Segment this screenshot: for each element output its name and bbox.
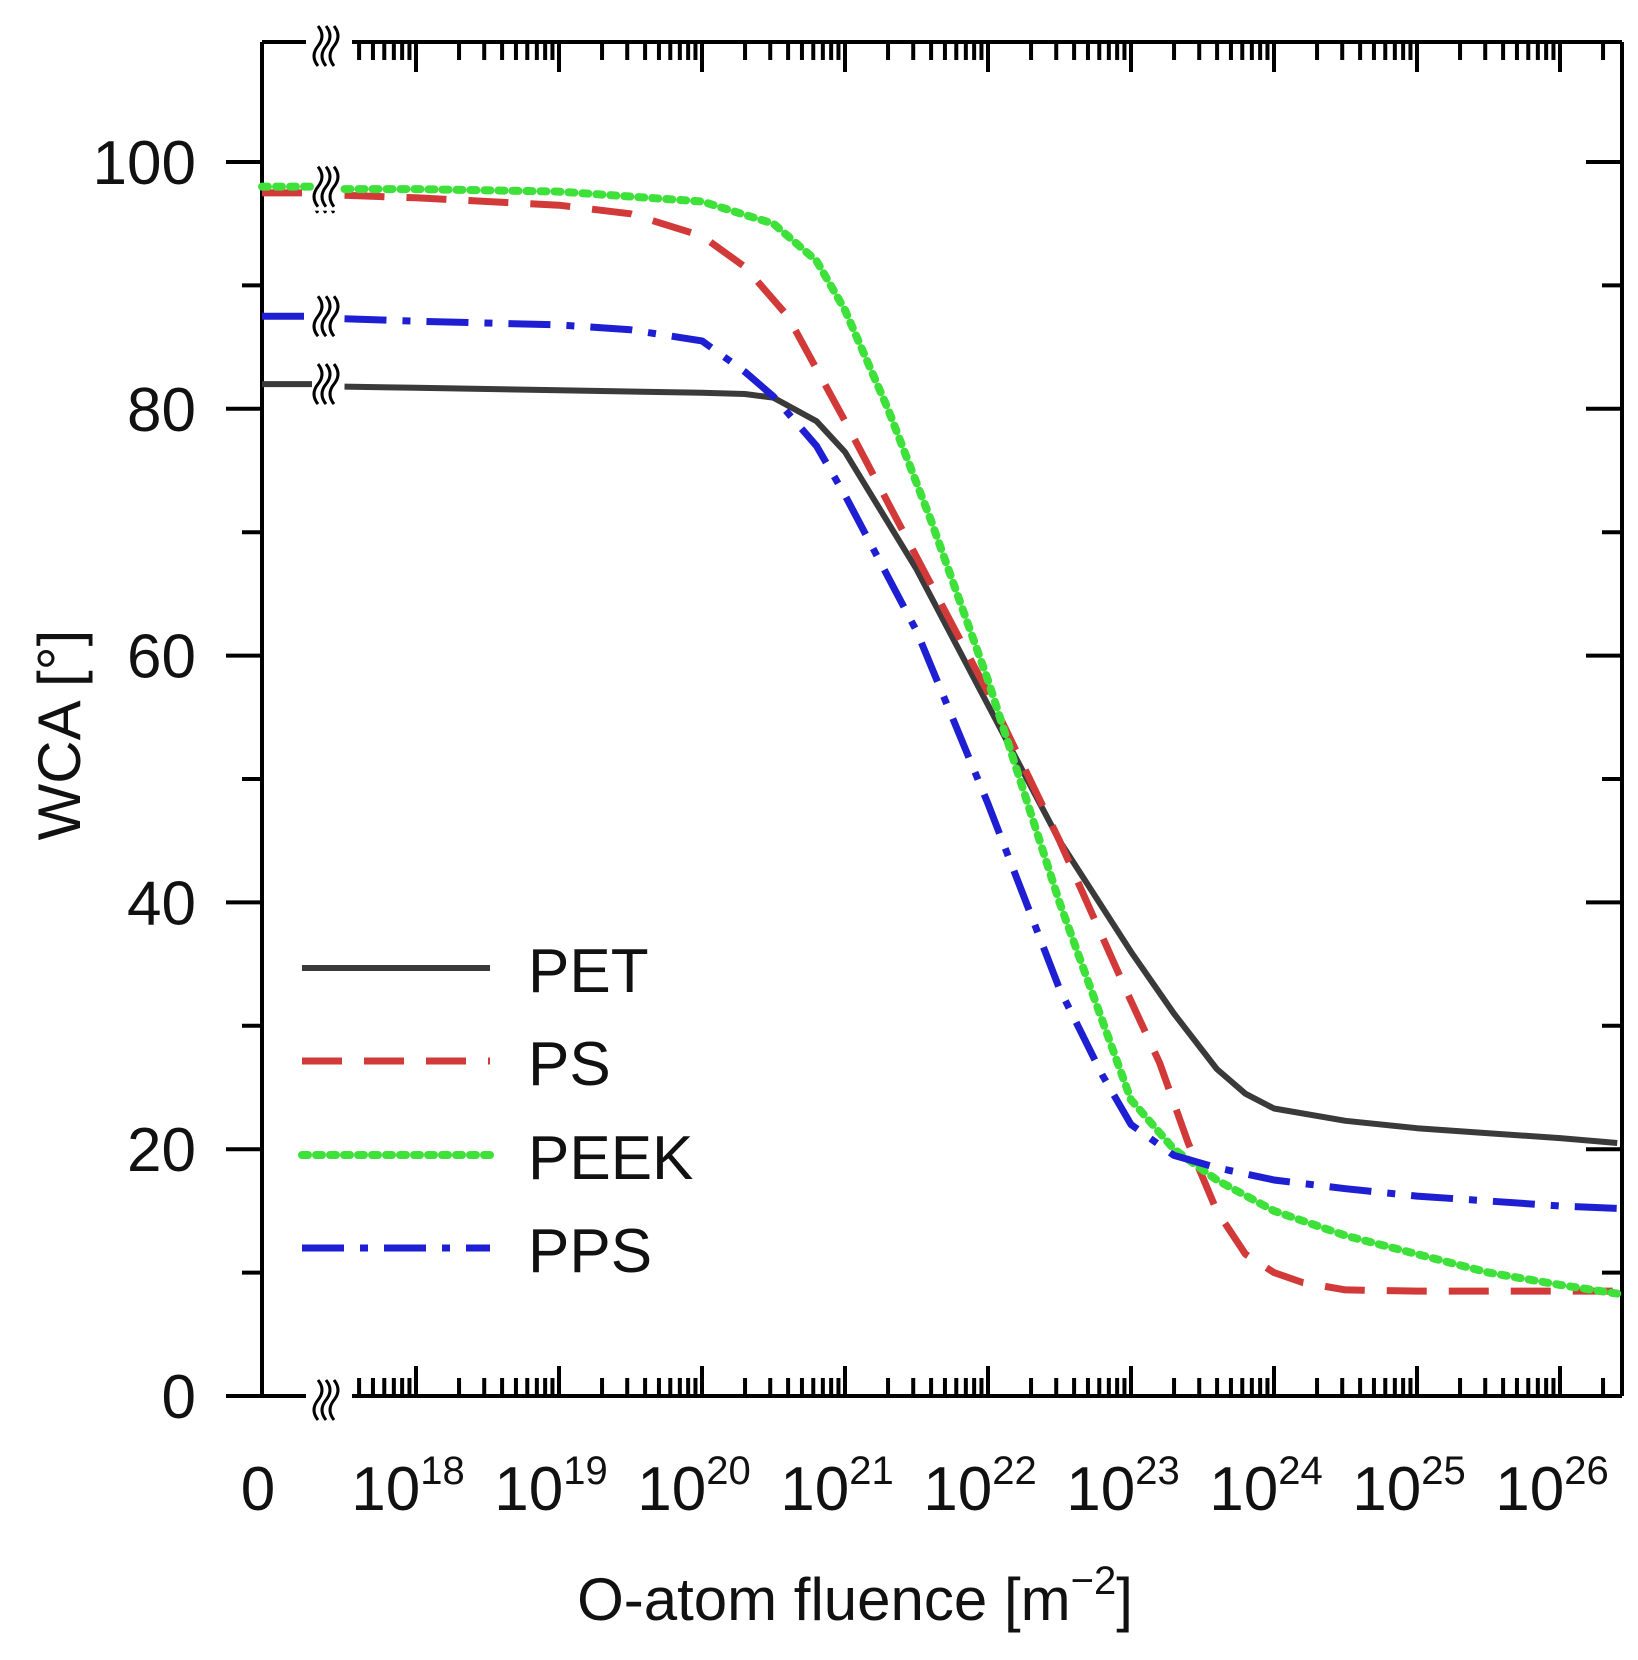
axis-break-stroke [328, 1379, 340, 1421]
x-tick-label-base: 10 [351, 1455, 420, 1524]
axis-break-stroke [312, 295, 324, 338]
x-tick-label-base: 10 [1352, 1455, 1421, 1524]
x-tick-label-base: 10 [1209, 1455, 1278, 1524]
axis-break-stroke [320, 363, 332, 406]
legend-label: PS [528, 1030, 611, 1099]
x-tick-label-exponent: 22 [992, 1449, 1037, 1493]
series-ps [262, 189, 1618, 1295]
series-peek [258, 182, 1622, 1298]
x-tick-label-exponent: 26 [1564, 1449, 1609, 1493]
legend-label: PPS [528, 1217, 652, 1286]
series-pet [262, 381, 1618, 1146]
axis-break-stroke [328, 295, 340, 338]
x-tick-label-exponent: 23 [1135, 1449, 1180, 1493]
x-tick-label-base: 10 [1066, 1455, 1135, 1524]
y-axis-title: WCA [°] [26, 630, 93, 841]
x-tick-label-zero: 0 [241, 1455, 275, 1524]
x-tick-label-exponent: 18 [420, 1449, 465, 1493]
x-axis-title-suffix: ] [1116, 1566, 1133, 1633]
data-series [258, 182, 1622, 1298]
axis-break-stroke [328, 25, 340, 67]
x-tick-label: 1018 [351, 1449, 464, 1524]
x-tick-label: 1026 [1495, 1449, 1608, 1524]
x-axis-title: O-atom fluence [m−2] [577, 1559, 1133, 1633]
x-tick-label: 1024 [1209, 1449, 1322, 1524]
axis-break-stroke [312, 1379, 324, 1421]
axis-break-top [312, 22, 348, 70]
axis-break-stroke [320, 1379, 332, 1421]
x-tick-label-exponent: 19 [563, 1449, 608, 1493]
axis-break-stroke [312, 165, 324, 208]
x-tick-label: 1019 [494, 1449, 607, 1524]
legend: PET PS PEEK PPS [298, 937, 693, 1286]
y-tick-label: 40 [127, 869, 196, 938]
axis-break-stroke [328, 165, 340, 208]
x-tick-label-exponent: 25 [1421, 1449, 1466, 1493]
x-tick-label-base: 10 [923, 1455, 992, 1524]
axis-break-stroke [328, 363, 340, 406]
axis-ticks [226, 42, 1622, 1398]
axis-break-stroke [320, 25, 332, 67]
axis-break-bottom [312, 1376, 348, 1424]
x-tick-label-base: 10 [1495, 1455, 1564, 1524]
y-tick-label: 60 [127, 623, 196, 692]
x-tick-label: 1020 [637, 1449, 750, 1524]
legend-label: PEEK [528, 1124, 693, 1193]
legend-label: PET [528, 937, 649, 1006]
axis-break-stroke [312, 363, 324, 406]
series-line-peek [340, 185, 1622, 1298]
x-tick-label: 1023 [1066, 1449, 1179, 1524]
x-axis-title-main: O-atom fluence [m [577, 1566, 1071, 1633]
series-break-pps [312, 292, 348, 341]
series-pps [262, 312, 1618, 1212]
y-tick-label: 20 [127, 1116, 196, 1185]
legend-item-pps: PPS [302, 1217, 652, 1286]
x-tick-label-base: 10 [637, 1455, 706, 1524]
x-tick-label: 1025 [1352, 1449, 1465, 1524]
y-tick-label: 100 [93, 129, 196, 198]
x-tick-label: 1022 [923, 1449, 1036, 1524]
x-tick-label-exponent: 21 [849, 1449, 894, 1493]
x-tick-label-exponent: 24 [1278, 1449, 1323, 1493]
legend-item-peek: PEEK [298, 1124, 693, 1193]
legend-item-pet: PET [302, 937, 649, 1006]
x-tick-label-exponent: 20 [706, 1449, 751, 1493]
y-tick-labels: 0 20 40 60 80 100 [93, 129, 196, 1432]
x-tick-label: 1021 [780, 1449, 893, 1524]
axis-break-stroke [312, 25, 324, 67]
series-break-pet [312, 360, 348, 409]
x-tick-label-base: 10 [780, 1455, 849, 1524]
axis-break-stroke [320, 295, 332, 338]
axis-breaks [312, 22, 348, 1424]
y-tick-label: 0 [162, 1363, 196, 1432]
y-tick-label: 80 [127, 376, 196, 445]
series-line-ps [344, 191, 1618, 1295]
axis-break-stroke [320, 165, 332, 208]
legend-item-ps: PS [302, 1030, 611, 1099]
series-line-pps [344, 315, 1618, 1212]
x-tick-label-base: 10 [494, 1455, 563, 1524]
x-axis-title-exponent: −2 [1071, 1559, 1117, 1603]
